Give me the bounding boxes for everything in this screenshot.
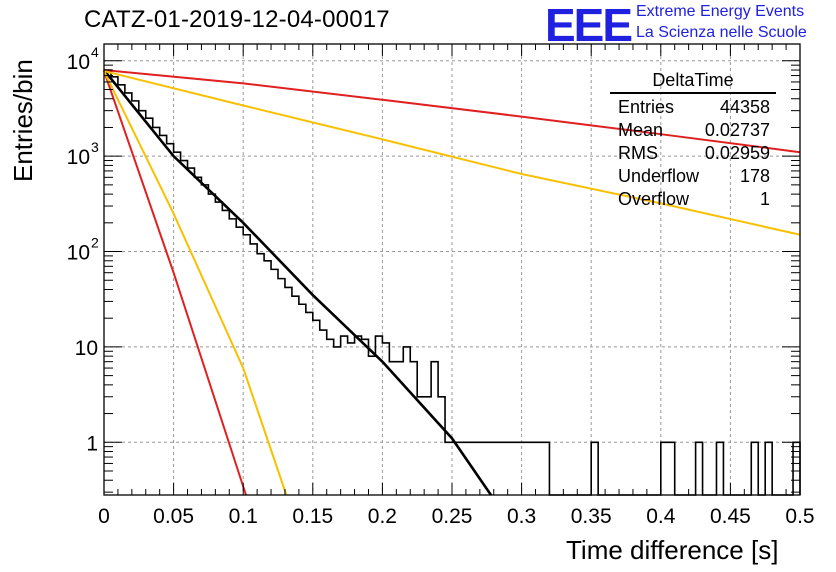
x-tick-label: 0.45 (710, 505, 751, 528)
fit-curve-0 (102, 69, 493, 496)
x-tick-label: 0.05 (153, 505, 194, 528)
stats-row: Overflow 1 (610, 188, 776, 211)
stats-value: 0.02959 (704, 143, 770, 163)
logo-subtitle-2: La Scienza nelle Scuole (636, 24, 807, 41)
y-tick-exponent: 2 (91, 235, 99, 251)
y-tick-exponent: 4 (91, 44, 99, 60)
stats-row: RMS 0.02959 (610, 142, 776, 165)
y-tick-label: 10 (75, 337, 98, 360)
y-tick-label: 1 (86, 432, 98, 455)
x-tick-label: 0 (98, 505, 110, 528)
stats-row: Underflow 178 (610, 165, 776, 188)
stats-row: Mean 0.02737 (610, 119, 776, 142)
stats-value: 44358 (719, 97, 770, 117)
y-tick-label: 10 (67, 146, 90, 169)
stats-value: 0.02737 (704, 120, 770, 140)
x-tick-label: 0.4 (646, 505, 676, 528)
stats-label: RMS (618, 143, 658, 163)
x-tick-label: 0.35 (571, 505, 612, 528)
stats-label: Underflow (618, 166, 700, 186)
y-tick-label: 10 (67, 51, 90, 74)
fit-curve-1 (103, 70, 247, 496)
y-axis-label: Entries/bin (8, 59, 38, 182)
x-tick-label: 0.2 (368, 505, 397, 528)
stats-box: DeltaTime Entries 44358 Mean 0.02737 RMS 0.… (610, 70, 776, 211)
logo-subtitle-1: Extreme Energy Events (636, 3, 805, 20)
x-axis-label: Time difference [s] (566, 535, 779, 565)
stats-title: DeltaTime (610, 70, 776, 94)
fit-curve-4 (103, 70, 801, 236)
run-title: CATZ-01-2019-12-04-00017 (84, 6, 390, 33)
stats-label: Overflow (618, 189, 690, 209)
stats-label: Entries (618, 97, 675, 117)
x-tick-label: 0.1 (229, 505, 258, 528)
y-tick-label: 10 (67, 242, 90, 265)
stats-row: Entries 44358 (610, 96, 776, 119)
stats-value: 1 (759, 189, 770, 209)
x-tick-label: 0.15 (292, 505, 333, 528)
y-tick-exponent: 3 (91, 139, 99, 155)
fit-curve-2 (103, 70, 288, 496)
x-tick-label: 0.5 (785, 505, 814, 528)
eee-logo: EEE (545, 0, 633, 51)
stats-label: Mean (618, 120, 664, 140)
x-tick-label: 0.3 (507, 505, 536, 528)
stats-value: 178 (739, 166, 770, 186)
fit-curve-3 (103, 69, 801, 154)
x-tick-label: 0.25 (432, 505, 473, 528)
